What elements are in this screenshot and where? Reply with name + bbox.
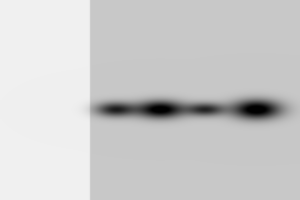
Text: M-lung: M-lung [218,31,254,41]
Bar [38,24,107,178]
Text: 34 kD→: 34 kD→ [42,90,78,99]
Text: 95 kD→: 95 kD→ [42,39,78,48]
Text: HT-29: HT-29 [183,31,213,41]
Text: 26 kD→: 26 kD→ [42,103,78,112]
Text: 72 kD→: 72 kD→ [42,50,78,59]
Text: 26 kD→: 26 kD→ [42,103,78,112]
Bar [107,24,270,178]
Text: 72 kD→: 72 kD→ [42,50,78,59]
Text: 34 kD→: 34 kD→ [42,90,78,99]
Text: 55 kD→: 55 kD→ [42,62,78,71]
Text: MCF-7: MCF-7 [147,31,179,41]
Text: HeLa: HeLa [115,31,141,41]
Text: 43 kD→: 43 kD→ [42,74,78,83]
Text: M-lung: M-lung [218,31,254,41]
Text: 17 kD→: 17 kD→ [42,137,78,146]
Text: HeLa: HeLa [115,31,141,41]
Text: 17 kD→: 17 kD→ [42,137,78,146]
Text: MCF-7: MCF-7 [147,31,179,41]
Text: 95 kD→: 95 kD→ [42,39,78,48]
Text: HT-29: HT-29 [183,31,213,41]
Bar [38,24,107,178]
Text: 55 kD→: 55 kD→ [42,62,78,71]
Text: 43 kD→: 43 kD→ [42,74,78,83]
